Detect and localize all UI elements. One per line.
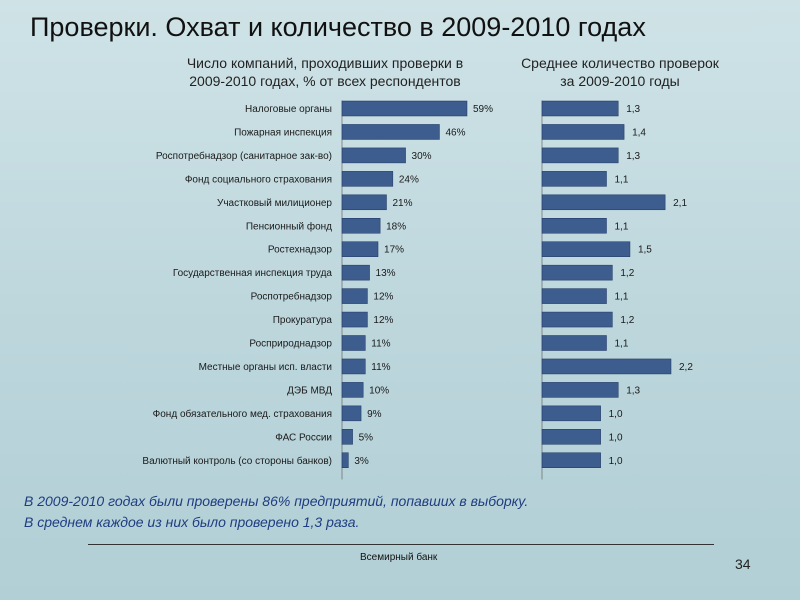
- right-chart-value-label: 1,1: [615, 174, 629, 185]
- right-chart-title-line-1: Среднее количество проверок: [521, 55, 719, 71]
- right-chart-value-label: 1,1: [615, 292, 629, 303]
- right-chart-bar: [541, 429, 601, 445]
- left-chart-value-label: 12%: [373, 315, 393, 326]
- right-chart-bar: [541, 288, 607, 304]
- left-chart-bar: [341, 358, 366, 375]
- page-number: 34: [735, 556, 751, 572]
- left-chart-value-label: 13%: [376, 268, 396, 279]
- right-chart-value-label: 1,0: [609, 409, 623, 420]
- right-chart-bar: [541, 100, 619, 117]
- left-chart-bar: [341, 147, 406, 164]
- left-chart-bar: [341, 124, 440, 140]
- left-chart-category-label: Налоговые органы: [245, 104, 332, 115]
- right-chart-bar: [541, 358, 672, 375]
- left-chart-value-label: 12%: [373, 292, 393, 303]
- left-chart-value-label: 18%: [386, 221, 406, 232]
- left-chart-value-label: 10%: [369, 385, 389, 396]
- left-chart-bar: [341, 218, 381, 234]
- left-chart-bar: [341, 452, 349, 468]
- right-chart-bar: [541, 124, 625, 140]
- left-chart-category-label: ФАС России: [275, 432, 332, 443]
- right-chart-value-label: 1,0: [609, 432, 623, 443]
- right-chart-bar: [541, 264, 613, 281]
- right-chart-value-label: 1,1: [615, 221, 629, 232]
- left-chart-category-label: Участковый милиционер: [217, 198, 332, 209]
- left-chart-value-label: 24%: [399, 174, 419, 185]
- summary-note-1: В 2009-2010 годах были проверены 86% пре…: [24, 493, 529, 509]
- left-chart-value-label: 3%: [354, 456, 369, 467]
- left-chart-value-label: 30%: [412, 151, 432, 162]
- right-chart-bar: [541, 218, 607, 234]
- right-chart-title-line-2: за 2009-2010 годы: [560, 73, 680, 89]
- left-chart-value-label: 46%: [445, 127, 465, 138]
- right-chart-bar: [541, 147, 619, 164]
- summary-note-2: В среднем каждое из них было проверено 1…: [24, 514, 360, 530]
- right-chart-bar: [541, 194, 666, 211]
- right-chart-bar: [541, 335, 607, 351]
- left-chart-category-label: Роспотребнадзор (санитарное зак-во): [156, 150, 332, 162]
- left-chart-value-label: 59%: [473, 104, 493, 115]
- left-chart-category-label: ДЭБ МВД: [287, 385, 332, 396]
- left-chart-value-label: 11%: [371, 362, 390, 373]
- left-chart-title-line-1: Число компаний, проходивших проверки в: [186, 55, 464, 71]
- left-chart-bar: [341, 429, 353, 445]
- right-chart-value-label: 1,2: [620, 268, 634, 279]
- right-chart-value-label: 2,1: [673, 198, 687, 209]
- left-chart-category-label: Фонд социального страхования: [185, 174, 332, 185]
- left-chart-category-label: Государственная инспекция труда: [173, 268, 333, 279]
- left-chart-bar: [341, 264, 370, 281]
- slide-title: Проверки. Охват и количество в 2009-2010…: [30, 12, 646, 42]
- left-chart-bar: [341, 382, 364, 398]
- right-chart-title: Среднее количество проверок за 2009-2010…: [505, 54, 735, 90]
- left-chart-bar: [341, 241, 379, 257]
- left-chart-title-line-2: 2009-2010 годах, % от всех респондентов: [189, 73, 461, 89]
- left-chart-category-label: Роспотребнадзор: [251, 291, 333, 303]
- right-chart-bar: [541, 382, 619, 398]
- left-chart-category-label: Росприроднадзор: [249, 339, 332, 350]
- right-chart-bar: [541, 311, 613, 328]
- right-chart-value-label: 1,1: [615, 339, 629, 350]
- left-chart-bar: [341, 288, 368, 304]
- left-chart-bar: [341, 100, 468, 117]
- left-chart-bar: [341, 194, 387, 211]
- left-chart-bar: [341, 171, 394, 187]
- left-chart-value-label: 17%: [384, 245, 404, 256]
- left-chart-category-label: Прокуратура: [273, 315, 333, 326]
- right-chart-value-label: 1,3: [626, 385, 640, 396]
- right-chart-bar: [541, 241, 631, 257]
- footer-divider: [88, 544, 714, 545]
- right-chart-bar: [541, 405, 601, 422]
- left-chart-category-label: Фонд обязательного мед. страхования: [153, 408, 332, 420]
- left-chart-bar: [341, 335, 366, 351]
- right-chart-value-label: 1,5: [638, 245, 652, 256]
- right-chart-bar: [541, 452, 601, 468]
- left-chart-category-label: Пожарная инспекция: [234, 127, 332, 138]
- left-chart-category-label: Валютный контроль (со стороны банков): [142, 455, 332, 467]
- right-chart-value-label: 1,3: [626, 151, 640, 162]
- right-chart-value-label: 1,3: [626, 104, 640, 115]
- left-chart-bar: [341, 311, 368, 328]
- right-chart-value-label: 1,0: [609, 456, 623, 467]
- left-chart-value-label: 5%: [359, 432, 374, 443]
- left-chart-category-label: Ростехнадзор: [268, 245, 333, 256]
- right-chart-value-label: 1,4: [632, 127, 646, 138]
- right-chart-value-label: 1,2: [620, 315, 634, 326]
- left-chart-value-label: 9%: [367, 409, 382, 420]
- left-chart-bar: [341, 405, 362, 422]
- right-chart-value-label: 2,2: [679, 362, 693, 373]
- left-chart-value-label: 11%: [371, 339, 390, 350]
- right-chart-bar: [541, 171, 607, 187]
- left-chart-category-label: Местные органы исп. власти: [199, 362, 332, 373]
- left-chart-value-label: 21%: [392, 198, 412, 209]
- left-chart-category-label: Пенсионный фонд: [246, 220, 332, 232]
- footer-source: Всемирный банк: [360, 552, 438, 563]
- left-chart-title: Число компаний, проходивших проверки в 2…: [160, 54, 490, 90]
